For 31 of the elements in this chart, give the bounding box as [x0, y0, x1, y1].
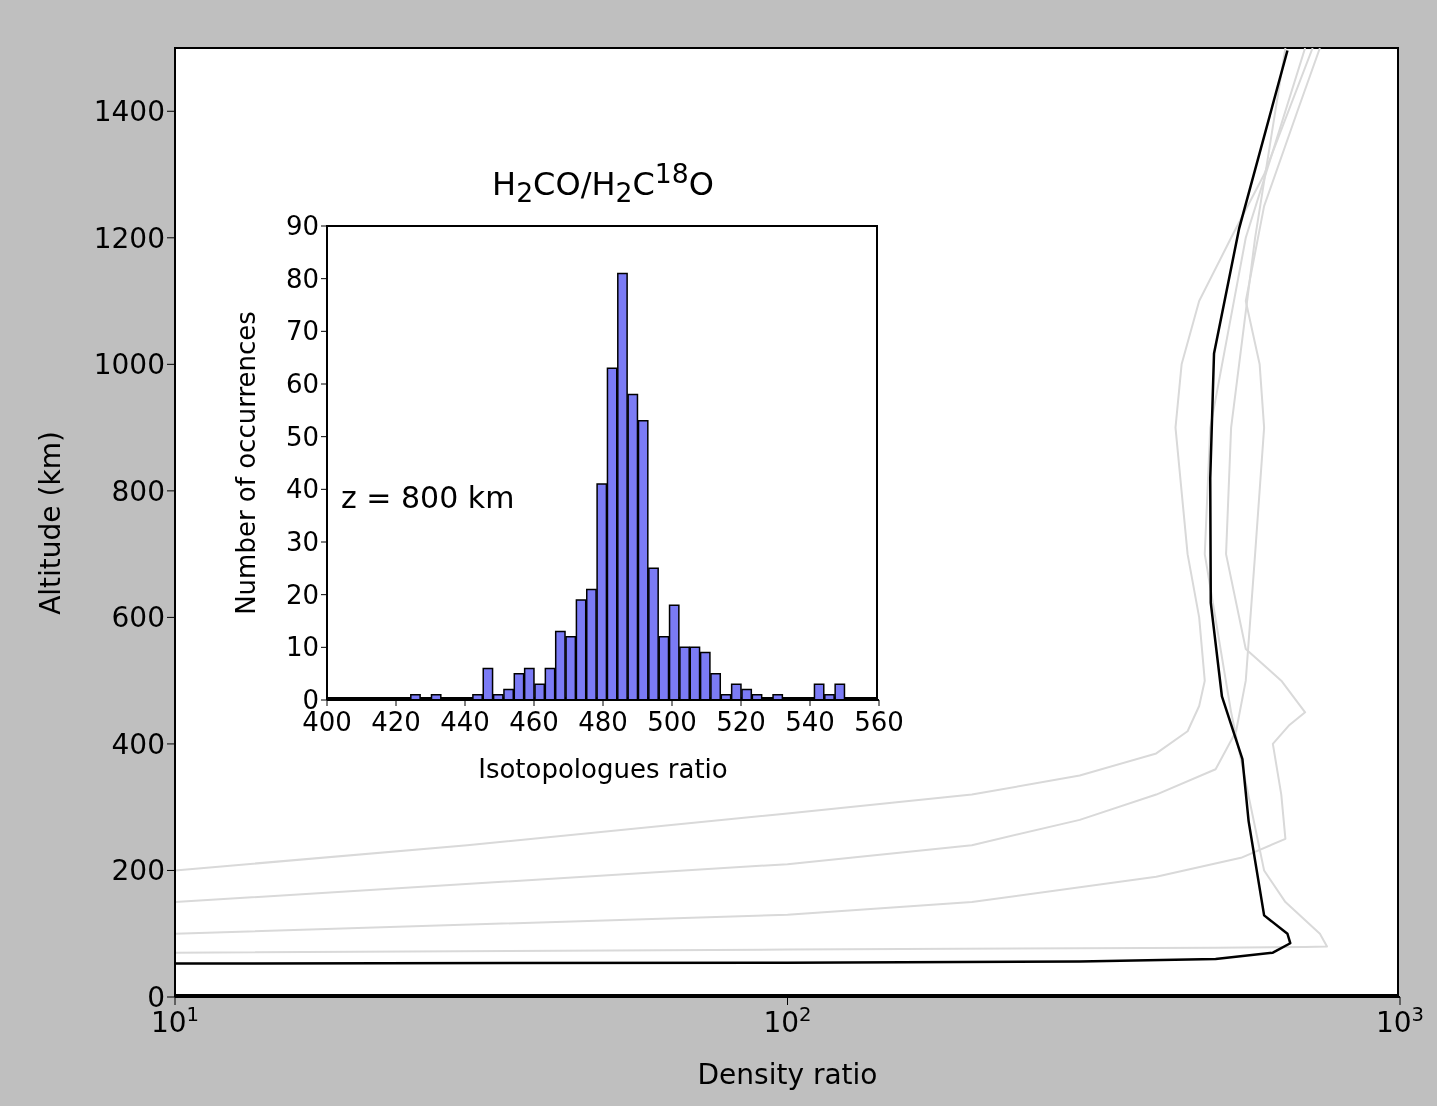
- y-tick-label: 800: [111, 474, 165, 508]
- y-tick-label: 70: [285, 316, 319, 347]
- y-tick-label: 20: [285, 579, 319, 610]
- y-tick-label: 1000: [93, 348, 165, 382]
- x-tick-label: 500: [647, 707, 697, 738]
- y-tick-label: 90: [285, 211, 319, 242]
- x-tick-label: 520: [716, 707, 766, 738]
- x-tick-label: 480: [578, 707, 628, 738]
- x-axis-title: Density ratio: [697, 1058, 878, 1091]
- x-tick-label: 540: [785, 707, 835, 738]
- y-tick-label: 1400: [93, 95, 165, 129]
- y-axis-title: Number of occurrences: [231, 311, 261, 615]
- y-tick-label: 30: [285, 527, 319, 558]
- x-axis-title: Isotopologues ratio: [478, 754, 728, 784]
- x-tick-label: 460: [509, 707, 559, 738]
- y-tick-label: 600: [111, 601, 165, 635]
- annotation: z = 800 km: [341, 480, 515, 515]
- x-tick-label: 10$^{3}$: [1375, 1002, 1425, 1040]
- x-tick-label: 560: [854, 707, 904, 738]
- y-tick-label: 10: [285, 632, 319, 663]
- y-tick-label: 40: [285, 474, 319, 505]
- y-tick-label: 50: [285, 421, 319, 452]
- y-tick-label: 80: [285, 263, 319, 294]
- x-tick-label: 420: [371, 707, 421, 738]
- y-tick-label: 60: [285, 369, 319, 400]
- x-tick-label: 10$^{2}$: [763, 1002, 812, 1040]
- x-tick-label: 440: [440, 707, 490, 738]
- y-axis-title: Altitude (km): [33, 430, 67, 615]
- y-tick-label: 200: [111, 854, 165, 888]
- y-tick-label: 1200: [93, 221, 165, 255]
- chart-title: H$_{2}$CO/H$_{2}$C$^{18}$O: [492, 158, 714, 209]
